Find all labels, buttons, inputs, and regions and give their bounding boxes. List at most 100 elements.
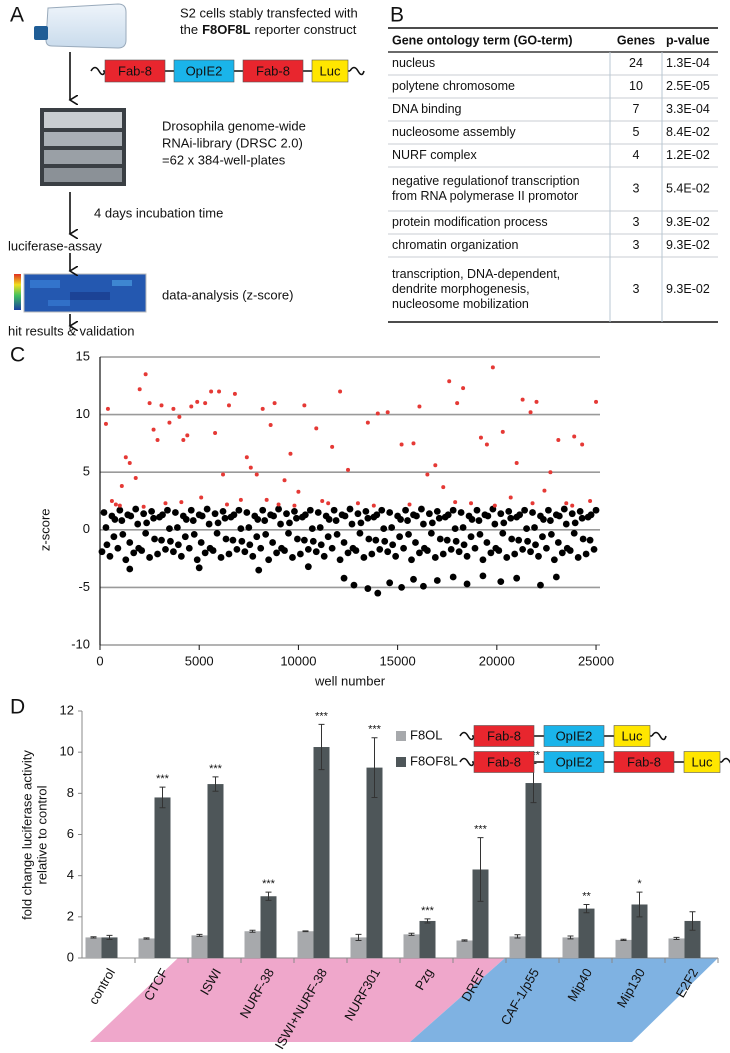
error-bar <box>636 891 643 918</box>
data-point <box>137 387 142 392</box>
data-point <box>473 506 481 514</box>
table-cell-pvalue: 2.5E-05 <box>666 79 710 93</box>
data-point <box>254 472 259 477</box>
data-point <box>420 520 427 528</box>
data-point <box>574 554 582 561</box>
data-point <box>586 536 594 544</box>
data-point <box>368 550 376 558</box>
y-tick-label: 6 <box>67 826 74 841</box>
data-point <box>354 510 362 518</box>
data-point <box>447 545 455 553</box>
y-tick-label: 10 <box>76 406 90 421</box>
data-point <box>529 509 536 516</box>
data-point <box>384 548 392 556</box>
data-point <box>425 472 430 477</box>
data-point <box>519 545 527 553</box>
data-point <box>528 410 533 415</box>
flask-icon <box>34 3 127 49</box>
table-cell-term: NURF complex <box>392 148 477 162</box>
data-point <box>103 541 111 549</box>
data-point <box>365 535 373 543</box>
incubation-text: 4 days incubation time <box>94 205 223 220</box>
data-point <box>264 497 269 502</box>
bar <box>562 937 579 958</box>
data-point <box>162 545 169 553</box>
data-point <box>491 520 499 528</box>
error-bar <box>583 903 590 914</box>
y-tick-label: 15 <box>76 348 90 363</box>
data-point <box>294 535 301 543</box>
data-point <box>542 488 547 493</box>
data-point <box>325 516 333 523</box>
data-point <box>500 429 505 434</box>
data-point <box>362 507 370 515</box>
data-point <box>117 503 122 508</box>
data-point <box>364 585 372 592</box>
bar <box>419 920 436 958</box>
data-point <box>484 512 492 520</box>
heatmap-image <box>14 273 147 313</box>
bar <box>684 920 701 958</box>
data-point <box>444 511 452 519</box>
data-point <box>582 550 590 558</box>
bar <box>668 938 685 958</box>
bar <box>525 783 542 958</box>
data-point <box>102 524 110 531</box>
data-point <box>350 581 358 589</box>
data-point <box>260 406 265 411</box>
data-point <box>396 533 404 541</box>
data-point <box>531 524 538 531</box>
construct-box <box>311 59 349 83</box>
data-point <box>255 566 263 574</box>
data-point <box>167 420 172 425</box>
table-cell-term: polytene chromosome <box>392 79 515 93</box>
data-point <box>513 574 521 582</box>
data-point <box>225 550 233 558</box>
significance-label: * <box>637 878 642 890</box>
construct-label: Fab-8 <box>487 728 521 743</box>
error-bar <box>249 929 256 933</box>
data-point <box>226 403 231 408</box>
data-point <box>244 455 249 460</box>
data-point <box>116 506 124 514</box>
construct-box <box>613 751 675 773</box>
construct-squiggle <box>90 66 106 76</box>
data-point <box>344 549 352 557</box>
significance-label: *** <box>209 763 223 775</box>
data-point <box>293 514 300 522</box>
data-point <box>572 434 577 439</box>
data-point <box>380 525 388 533</box>
data-point <box>203 505 211 513</box>
data-point <box>141 504 146 509</box>
data-point <box>341 512 349 520</box>
x-tick-label: 25000 <box>578 653 614 668</box>
data-point <box>174 541 182 549</box>
data-point <box>511 550 519 558</box>
data-point <box>316 524 324 531</box>
data-point <box>326 501 331 506</box>
data-point <box>421 544 428 552</box>
data-point <box>386 509 394 516</box>
data-point <box>224 502 229 507</box>
data-point <box>590 545 598 553</box>
data-point <box>111 516 119 523</box>
data-point <box>439 550 447 558</box>
data-point <box>455 548 463 556</box>
group-band-blue <box>410 958 718 1042</box>
data-point <box>127 512 135 520</box>
table-cell-pvalue: 1.3E-04 <box>666 56 710 70</box>
table-cell-term: nucleosome mobilization <box>392 297 529 311</box>
data-point <box>135 544 143 552</box>
data-point <box>269 539 277 546</box>
bar <box>85 937 102 958</box>
table-cell-term: protein modification process <box>392 215 548 229</box>
data-point <box>197 539 205 546</box>
data-point <box>217 389 222 394</box>
data-point <box>195 564 203 572</box>
data-point <box>580 442 585 447</box>
data-point <box>463 580 471 588</box>
construct-box <box>473 725 535 747</box>
data-point <box>433 577 441 584</box>
data-point <box>449 506 457 514</box>
data-point <box>503 554 511 561</box>
